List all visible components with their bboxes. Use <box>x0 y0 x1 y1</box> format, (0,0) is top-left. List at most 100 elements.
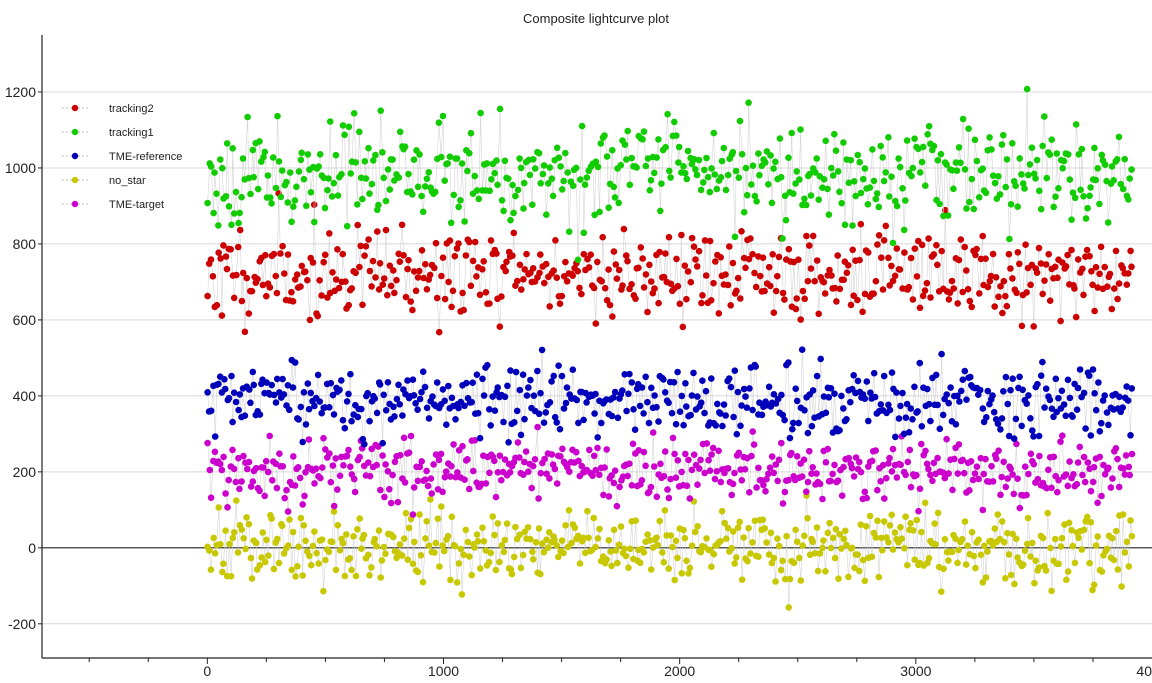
data-point <box>444 532 452 540</box>
data-point <box>899 389 906 397</box>
data-point <box>959 288 966 296</box>
data-point <box>1079 471 1086 479</box>
data-point <box>263 292 270 300</box>
data-point <box>1112 527 1120 535</box>
data-point <box>236 485 243 493</box>
data-point <box>543 211 550 218</box>
data-point <box>1127 517 1134 524</box>
data-point <box>341 424 349 432</box>
data-point <box>816 550 824 557</box>
data-point <box>916 304 924 312</box>
data-point <box>1051 535 1059 543</box>
data-point <box>1045 466 1052 474</box>
data-point <box>722 271 729 278</box>
data-point <box>1041 277 1048 285</box>
data-point <box>688 234 696 242</box>
data-point <box>1013 535 1020 543</box>
data-point <box>676 300 684 308</box>
data-point <box>580 534 587 542</box>
data-point <box>297 283 304 290</box>
data-point <box>419 578 427 586</box>
data-point <box>788 449 795 457</box>
data-point <box>544 544 552 551</box>
data-point <box>1000 277 1008 285</box>
data-point <box>954 470 962 477</box>
data-point <box>667 475 674 483</box>
data-point <box>1002 483 1010 491</box>
data-point <box>802 201 810 209</box>
data-point <box>439 386 447 393</box>
data-point <box>850 473 858 480</box>
data-point <box>603 446 610 453</box>
data-point <box>382 197 390 205</box>
data-point <box>625 390 632 398</box>
data-point <box>637 244 645 251</box>
data-point <box>376 260 384 267</box>
data-point <box>688 466 696 474</box>
data-point <box>804 429 812 437</box>
data-point <box>962 561 970 568</box>
data-point <box>521 266 528 273</box>
data-point <box>657 207 664 215</box>
data-point <box>589 472 596 480</box>
data-point <box>315 163 322 170</box>
data-point <box>1007 201 1015 208</box>
data-point <box>886 522 894 529</box>
data-point <box>587 251 594 258</box>
data-point <box>372 151 379 159</box>
data-point <box>619 282 626 289</box>
data-point <box>1089 281 1096 289</box>
data-point <box>622 552 630 560</box>
data-point <box>227 572 235 580</box>
data-point <box>674 282 682 290</box>
data-point <box>969 476 977 484</box>
data-point <box>921 499 929 507</box>
data-point <box>617 161 625 169</box>
data-point <box>1086 252 1093 260</box>
data-point <box>436 563 443 570</box>
data-point <box>674 554 681 562</box>
data-point <box>516 261 524 269</box>
data-point <box>316 277 323 284</box>
data-point <box>901 249 908 256</box>
data-point <box>1027 281 1034 289</box>
data-point <box>827 544 835 552</box>
data-point <box>1058 387 1066 395</box>
data-point <box>813 470 820 477</box>
data-point <box>232 398 240 406</box>
data-point <box>964 542 971 549</box>
data-point <box>857 189 865 197</box>
data-point <box>318 409 326 417</box>
data-point <box>1064 376 1072 384</box>
data-point <box>819 495 826 503</box>
data-point <box>1082 215 1090 222</box>
data-point <box>496 452 504 460</box>
legend-label: no_star <box>109 175 146 187</box>
data-point <box>562 522 569 529</box>
data-point <box>279 375 286 383</box>
data-point <box>1055 476 1062 484</box>
data-point <box>267 194 274 201</box>
data-point <box>911 556 918 563</box>
data-point <box>854 377 862 385</box>
data-point <box>1080 291 1087 299</box>
data-point <box>1048 587 1055 595</box>
data-point <box>873 190 881 197</box>
data-point <box>723 535 730 542</box>
data-point <box>712 258 719 265</box>
data-point <box>453 579 461 586</box>
data-point <box>418 388 425 396</box>
data-point <box>223 140 231 147</box>
data-point <box>298 262 306 270</box>
data-point <box>396 401 404 408</box>
data-point <box>1018 171 1025 178</box>
data-point <box>505 439 512 446</box>
data-point <box>1024 514 1032 522</box>
data-point <box>609 313 616 320</box>
data-point <box>259 281 267 289</box>
data-point <box>428 490 436 497</box>
data-point <box>640 448 648 456</box>
data-point <box>557 163 564 170</box>
data-point <box>279 463 287 470</box>
data-point <box>402 293 410 301</box>
